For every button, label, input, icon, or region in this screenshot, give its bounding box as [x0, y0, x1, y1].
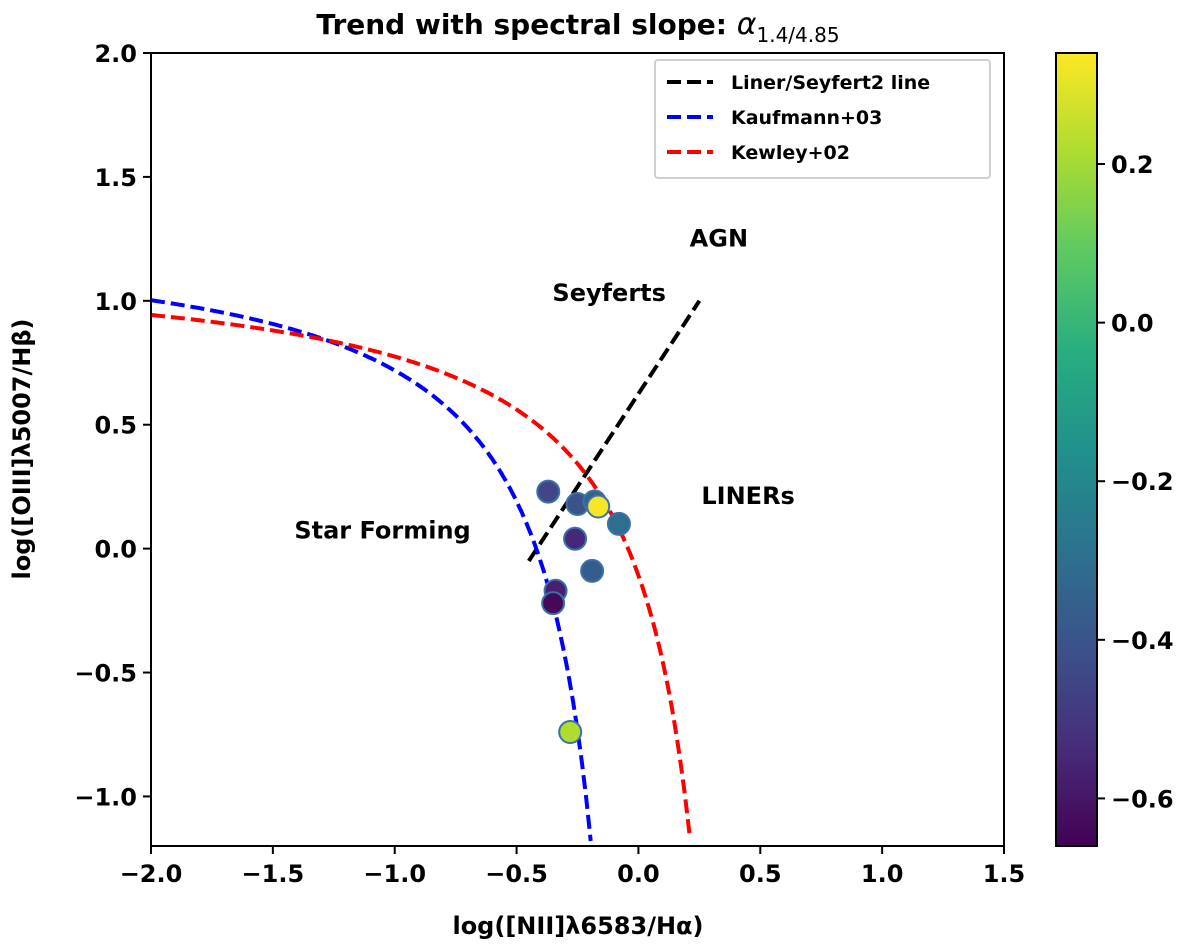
data-point	[606, 511, 631, 536]
data-point-marker	[606, 511, 631, 536]
legend-box	[654, 59, 991, 179]
data-point-marker	[580, 558, 605, 583]
colorbar-tick-label: −0.2	[1111, 468, 1174, 496]
data-point	[563, 526, 588, 551]
y-tick-label: 2.0	[94, 40, 137, 68]
colorbar-tick-label: 0.0	[1111, 310, 1154, 338]
plot-frame	[150, 52, 1005, 847]
y-tick-label: 0.0	[94, 536, 137, 564]
data-point-marker	[536, 479, 561, 504]
curve-kaufmann-03	[151, 298, 593, 842]
x-tick-label: 1.5	[983, 860, 1026, 888]
y-tick-label: −1.0	[74, 783, 137, 811]
legend-entry: Kewley+02	[667, 142, 850, 164]
legend-entry: Liner/Seyfert2 line	[667, 72, 930, 94]
x-axis: −2.0 −1.5 −1.0 −0.5 0.0 0.5 1.0 1.5	[120, 846, 1026, 888]
x-tick-label: −2.0	[120, 860, 183, 888]
chart-title-subscript: 1.4/4.85	[757, 23, 840, 47]
curve-layer	[151, 298, 702, 842]
region-label: Seyferts	[552, 279, 666, 307]
y-tick-label: 1.0	[94, 288, 137, 316]
chart-title-alpha: α	[737, 7, 757, 42]
region-label: LINERs	[701, 482, 794, 510]
x-tick-label: 0.0	[617, 860, 660, 888]
y-axis: −1.0 −0.5 0.0 0.5 1.0 1.5 2.0	[74, 40, 151, 811]
legend: Liner/Seyfert2 line Kaufmann+03 Kewley+02	[654, 59, 991, 179]
region-label: Star Forming	[294, 517, 470, 545]
data-point-marker	[586, 494, 611, 519]
y-tick-label: 1.5	[94, 164, 137, 192]
data-point-marker	[558, 720, 583, 745]
data-point-marker	[563, 526, 588, 551]
curve-liner-seyfert2-line	[527, 299, 702, 563]
y-axis-label: log([OIII]λ5007/Hβ)	[8, 319, 36, 580]
x-tick-label: 0.5	[739, 860, 782, 888]
data-point	[536, 479, 561, 504]
x-tick-label: −1.0	[363, 860, 426, 888]
chart-title: Trend with spectral slope: α1.4/4.85	[316, 7, 839, 47]
x-tick-label: 1.0	[861, 860, 904, 888]
x-tick-label: −1.5	[242, 860, 305, 888]
colorbar-gradient	[1055, 52, 1098, 847]
curve-kewley-02	[151, 312, 692, 836]
colorbar-tick-label: −0.6	[1111, 785, 1174, 813]
data-point	[580, 558, 605, 583]
legend-entry: Kaufmann+03	[667, 107, 882, 129]
y-tick-label: −0.5	[74, 660, 137, 688]
x-tick-label: −0.5	[485, 860, 548, 888]
data-point	[541, 591, 566, 616]
chart-title-text: Trend with spectral slope:	[316, 8, 736, 41]
colorbar: −0.6 −0.4 −0.2 0.0 0.2	[1055, 52, 1174, 847]
data-point	[586, 494, 611, 519]
colorbar-tick-label: 0.2	[1111, 151, 1154, 179]
data-point-marker	[541, 591, 566, 616]
region-label: AGN	[690, 224, 748, 252]
legend-label: Kaufmann+03	[731, 107, 882, 129]
y-tick-label: 0.5	[94, 412, 137, 440]
legend-label: Kewley+02	[731, 142, 850, 164]
point-layer	[536, 479, 631, 745]
legend-label: Liner/Seyfert2 line	[731, 72, 930, 94]
colorbar-tick-label: −0.4	[1111, 627, 1174, 655]
annotation-layer: AGN Seyferts LINERs Star Forming	[294, 224, 795, 544]
data-point	[558, 720, 583, 745]
x-axis-label: log([NII]λ6583/Hα)	[452, 912, 703, 940]
